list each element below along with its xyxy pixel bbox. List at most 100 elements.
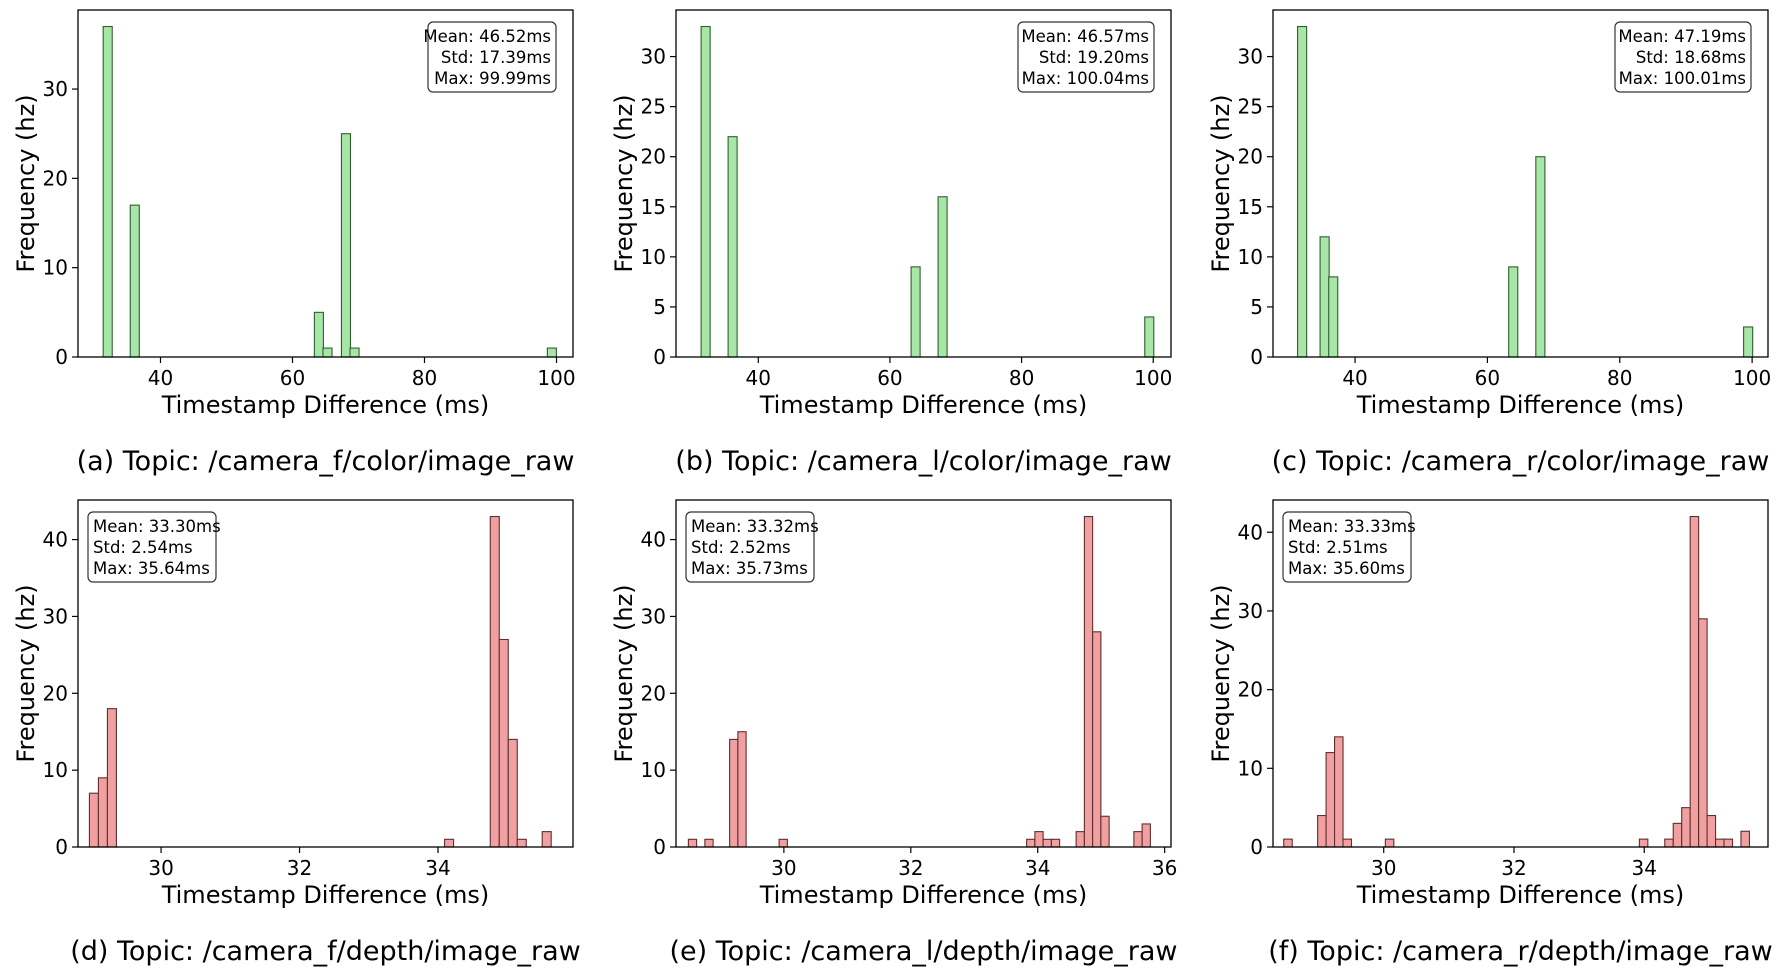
histogram-bar [700,25,711,358]
histogram-bar [106,708,117,848]
x-tick-label: 40 [746,366,771,390]
histogram-bar [937,196,948,358]
y-tick-label: 10 [1238,756,1263,780]
histogram-bar [102,25,113,358]
histogram-bar [444,838,455,848]
x-tick-label: 32 [287,856,312,880]
plot-frame [77,9,574,358]
panel-caption: (a) Topic: /camera_f/color/image_raw [77,446,575,477]
histogram-bar [313,311,324,358]
histogram-bar [1723,838,1734,848]
y-tick-label: 30 [43,77,68,101]
panel-caption: (c) Topic: /camera_r/color/image_raw [1272,446,1770,477]
stats-line: Max: 100.04ms [1022,69,1149,88]
stats-line: Std: 2.52ms [691,538,791,557]
x-tick-label: 80 [412,366,437,390]
histogram-bar [1141,823,1151,848]
histogram-bar [1297,25,1308,358]
stats-box: Mean: 46.57ms Std: 19.20ms Max: 100.04ms [1017,21,1155,93]
histogram-bar [1050,838,1061,848]
x-tick-label: 34 [425,856,450,880]
histogram-bar [1042,838,1052,848]
y-axis-label: Frequency (hz) [12,584,40,762]
histogram-bar [546,347,557,358]
stats-box-border [1614,21,1752,93]
histogram-bar [1100,815,1110,848]
histogram-bar [778,838,788,848]
histogram-bar [1535,156,1546,358]
histogram-bar [1743,326,1754,358]
histogram-bar [1715,838,1725,848]
histogram-bar [1681,807,1691,848]
chart-panel-4: 30 32 34 0 10 20 30 40 Timestamp Difference (ms)… [12,499,581,967]
x-tick-label: 30 [148,856,173,880]
x-axis-label: Timestamp Difference (ms) [1356,391,1685,419]
y-tick-label: 30 [641,604,666,628]
stats-box: Mean: 46.52ms Std: 17.39ms Max: 99.99ms [423,21,557,93]
x-axis-label: Timestamp Difference (ms) [759,881,1088,909]
x-tick-label: 80 [1009,366,1034,390]
y-tick-label: 20 [1238,145,1263,169]
histogram-bar [516,838,527,848]
y-tick-label: 20 [43,166,68,190]
x-tick-label: 34 [1632,856,1657,880]
y-tick-label: 20 [641,681,666,705]
x-tick-label: 60 [877,366,902,390]
x-tick-label: 32 [1501,856,1526,880]
histogram-bar [88,792,99,848]
histogram-bar [1026,838,1036,848]
stats-box-border [685,511,815,583]
histogram-bar [1133,831,1143,848]
histogram-bar [1706,814,1717,848]
histogram-bar [541,831,552,848]
chart-panel-2: 40 60 80 100 0 5 10 15 20 25 30 Timestamp Differenc… [610,9,1172,477]
y-axis-label: Frequency (hz) [12,94,40,272]
stats-line: Std: 17.39ms [441,48,551,67]
histogram-bar [1319,236,1330,358]
x-tick-label: 100 [1733,366,1771,390]
panel-caption: (f) Topic: /camera_r/depth/image_raw [1268,936,1773,967]
histogram-bar [1508,266,1519,358]
panel-caption: (e) Topic: /camera_l/depth/image_raw [669,936,1177,967]
y-tick-label: 0 [55,345,68,369]
chart-panel-6: 30 32 34 0 10 20 30 40 Timestamp Difference (ms)… [1207,499,1773,967]
y-tick-label: 5 [653,295,666,319]
stats-line: Mean: 46.57ms [1021,27,1149,46]
y-tick-label: 5 [1250,295,1263,319]
plot-frame [675,9,1172,358]
panel-caption: (d) Topic: /camera_f/depth/image_raw [70,936,581,967]
y-tick-label: 25 [641,95,666,119]
y-tick-label: 30 [1238,45,1263,69]
x-tick-label: 100 [537,366,575,390]
histogram-bar [322,347,333,358]
y-tick-label: 15 [1238,195,1263,219]
histogram-bar [1283,838,1293,848]
y-tick-label: 20 [641,145,666,169]
histogram-bar [1638,838,1649,848]
histogram-bar [1698,618,1708,848]
histogram-bar [910,266,921,358]
histogram-bar [1740,830,1750,848]
x-tick-label: 32 [898,856,923,880]
histogram-bar [1075,831,1085,848]
y-tick-label: 25 [1238,95,1263,119]
y-tick-label: 40 [1238,520,1263,544]
histogram-bar [1664,838,1674,848]
plot-frame [1272,9,1769,358]
y-tick-label: 0 [653,345,666,369]
x-tick-label: 30 [1371,856,1396,880]
y-tick-label: 0 [1250,835,1263,859]
y-tick-label: 30 [43,604,68,628]
y-axis-label: Frequency (hz) [1207,584,1235,762]
y-tick-label: 15 [641,195,666,219]
stats-line: Max: 100.01ms [1619,69,1746,88]
y-tick-label: 10 [43,256,68,280]
histogram-bar [507,738,518,848]
x-tick-label: 30 [771,856,796,880]
x-tick-label: 100 [1134,366,1172,390]
x-axis-label: Timestamp Difference (ms) [1356,881,1685,909]
y-tick-label: 0 [1250,345,1263,369]
histogram-bar [129,204,140,358]
y-tick-label: 40 [641,528,666,552]
